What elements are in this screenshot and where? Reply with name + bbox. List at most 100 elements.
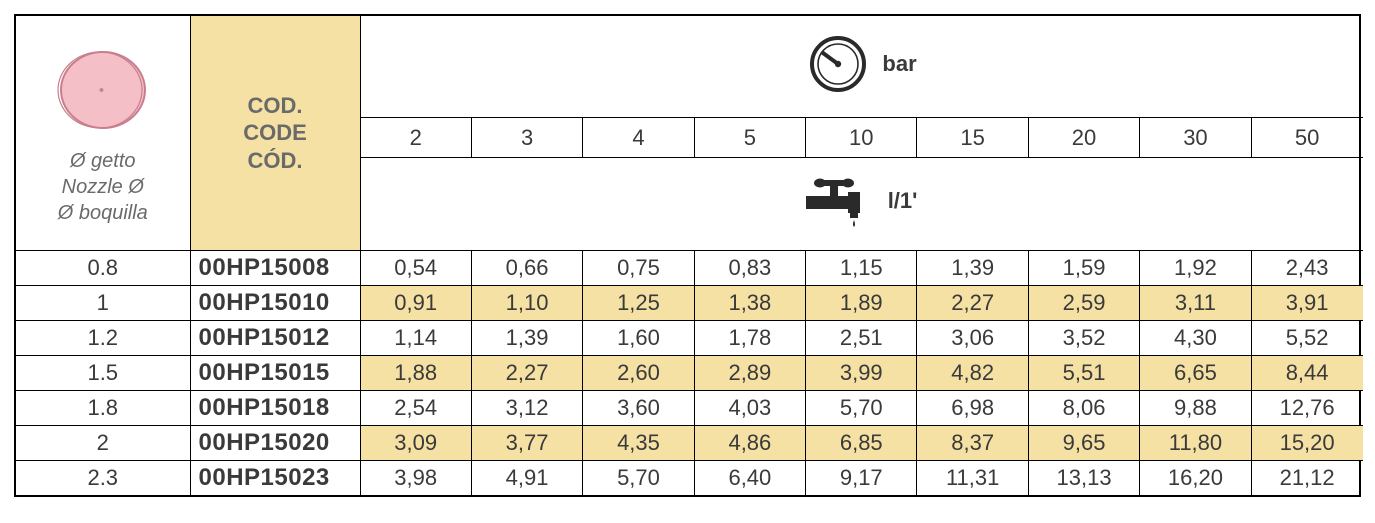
flow-value: 1,14 [360, 320, 471, 355]
nozzle-header: Ø getto Nozzle Ø Ø boquilla [16, 16, 190, 250]
nozzle-value: 1.8 [16, 390, 190, 425]
flow-value: 11,31 [917, 460, 1028, 495]
flow-value: 4,86 [694, 425, 805, 460]
pressure-col-2: 2 [360, 118, 471, 158]
flow-value: 3,06 [917, 320, 1028, 355]
flow-value: 2,59 [1028, 285, 1139, 320]
flow-value: 5,51 [1028, 355, 1139, 390]
product-code: 00HP15010 [190, 285, 360, 320]
pressure-col-20: 20 [1028, 118, 1139, 158]
pressure-col-5: 5 [694, 118, 805, 158]
flow-value: 8,44 [1251, 355, 1362, 390]
flow-value: 0,75 [583, 250, 694, 285]
flow-value: 2,27 [917, 285, 1028, 320]
flow-value: 1,39 [471, 320, 582, 355]
product-code: 00HP15020 [190, 425, 360, 460]
flow-value: 12,76 [1251, 390, 1362, 425]
flow-value: 5,52 [1251, 320, 1362, 355]
flow-value: 6,40 [694, 460, 805, 495]
flow-value: 3,11 [1140, 285, 1251, 320]
flow-value: 5,70 [806, 390, 917, 425]
flow-value: 1,15 [806, 250, 917, 285]
table-row: 1.200HP150121,141,391,601,782,513,063,52… [16, 320, 1363, 355]
table-row: 2.300HP150233,984,915,706,409,1711,3113,… [16, 460, 1363, 495]
table-row: 1.800HP150182,543,123,604,035,706,988,06… [16, 390, 1363, 425]
flow-unit-header: l/1' [360, 158, 1363, 250]
nozzle-value: 2 [16, 425, 190, 460]
flow-value: 4,30 [1140, 320, 1251, 355]
product-code: 00HP15008 [190, 250, 360, 285]
code-label-it: COD. [248, 93, 303, 118]
flow-value: 16,20 [1140, 460, 1251, 495]
flow-value: 3,09 [360, 425, 471, 460]
flow-value: 3,99 [806, 355, 917, 390]
nozzle-disc-icon [57, 45, 149, 131]
pressure-col-30: 30 [1140, 118, 1251, 158]
flow-value: 4,35 [583, 425, 694, 460]
flow-value: 0,91 [360, 285, 471, 320]
nozzle-label-it: Ø getto [70, 150, 136, 172]
flow-value: 4,82 [917, 355, 1028, 390]
nozzle-value: 0.8 [16, 250, 190, 285]
flow-value: 1,92 [1140, 250, 1251, 285]
nozzle-label-es: Ø boquilla [58, 202, 148, 224]
flow-value: 13,13 [1028, 460, 1139, 495]
flow-value: 3,52 [1028, 320, 1139, 355]
flow-value: 3,12 [471, 390, 582, 425]
table-row: 100HP150100,911,101,251,381,892,272,593,… [16, 285, 1363, 320]
flow-value: 3,60 [583, 390, 694, 425]
flow-value: 4,03 [694, 390, 805, 425]
flow-value: 8,37 [917, 425, 1028, 460]
pressure-unit-header: bar [360, 16, 1363, 118]
header-row-1: Ø getto Nozzle Ø Ø boquilla COD. CODE CÓ… [16, 16, 1363, 118]
product-code: 00HP15012 [190, 320, 360, 355]
bar-label: bar [882, 51, 916, 77]
code-label-es: CÓD. [248, 148, 303, 173]
flow-value: 11,80 [1140, 425, 1251, 460]
flow-value: 0,54 [360, 250, 471, 285]
nozzle-label-en: Nozzle Ø [62, 176, 144, 198]
flow-value: 6,98 [917, 390, 1028, 425]
flow-value: 9,88 [1140, 390, 1251, 425]
flow-value: 6,85 [806, 425, 917, 460]
flow-value: 2,43 [1251, 250, 1362, 285]
flow-value: 2,54 [360, 390, 471, 425]
flow-value: 2,27 [471, 355, 582, 390]
flow-value: 0,66 [471, 250, 582, 285]
flow-value: 3,77 [471, 425, 582, 460]
table-row: 1.500HP150151,882,272,602,893,994,825,51… [16, 355, 1363, 390]
flow-value: 1,78 [694, 320, 805, 355]
flow-value: 1,59 [1028, 250, 1139, 285]
table-row: 0.800HP150080,540,660,750,831,151,391,59… [16, 250, 1363, 285]
flow-value: 1,25 [583, 285, 694, 320]
flow-value: 5,70 [583, 460, 694, 495]
code-label-en: CODE [243, 120, 307, 145]
flow-value: 9,17 [806, 460, 917, 495]
flow-value: 2,51 [806, 320, 917, 355]
pressure-col-15: 15 [917, 118, 1028, 158]
pressure-col-3: 3 [471, 118, 582, 158]
flow-value: 2,60 [583, 355, 694, 390]
nozzle-value: 1 [16, 285, 190, 320]
flow-value: 15,20 [1251, 425, 1362, 460]
flow-value: 9,65 [1028, 425, 1139, 460]
flow-value: 2,89 [694, 355, 805, 390]
tap-icon [806, 174, 876, 228]
gauge-icon [806, 32, 870, 96]
flow-value: 8,06 [1028, 390, 1139, 425]
table: Ø getto Nozzle Ø Ø boquilla COD. CODE CÓ… [16, 16, 1363, 495]
product-code: 00HP15015 [190, 355, 360, 390]
product-code: 00HP15018 [190, 390, 360, 425]
flow-value: 1,89 [806, 285, 917, 320]
flow-value: 3,91 [1251, 285, 1362, 320]
flow-value: 4,91 [471, 460, 582, 495]
flow-value: 0,83 [694, 250, 805, 285]
flow-value: 1,60 [583, 320, 694, 355]
nozzle-value: 2.3 [16, 460, 190, 495]
code-header: COD. CODE CÓD. [190, 16, 360, 250]
pressure-col-4: 4 [583, 118, 694, 158]
flow-value: 1,38 [694, 285, 805, 320]
flow-value: 21,12 [1251, 460, 1362, 495]
nozzle-value: 1.5 [16, 355, 190, 390]
nozzle-value: 1.2 [16, 320, 190, 355]
